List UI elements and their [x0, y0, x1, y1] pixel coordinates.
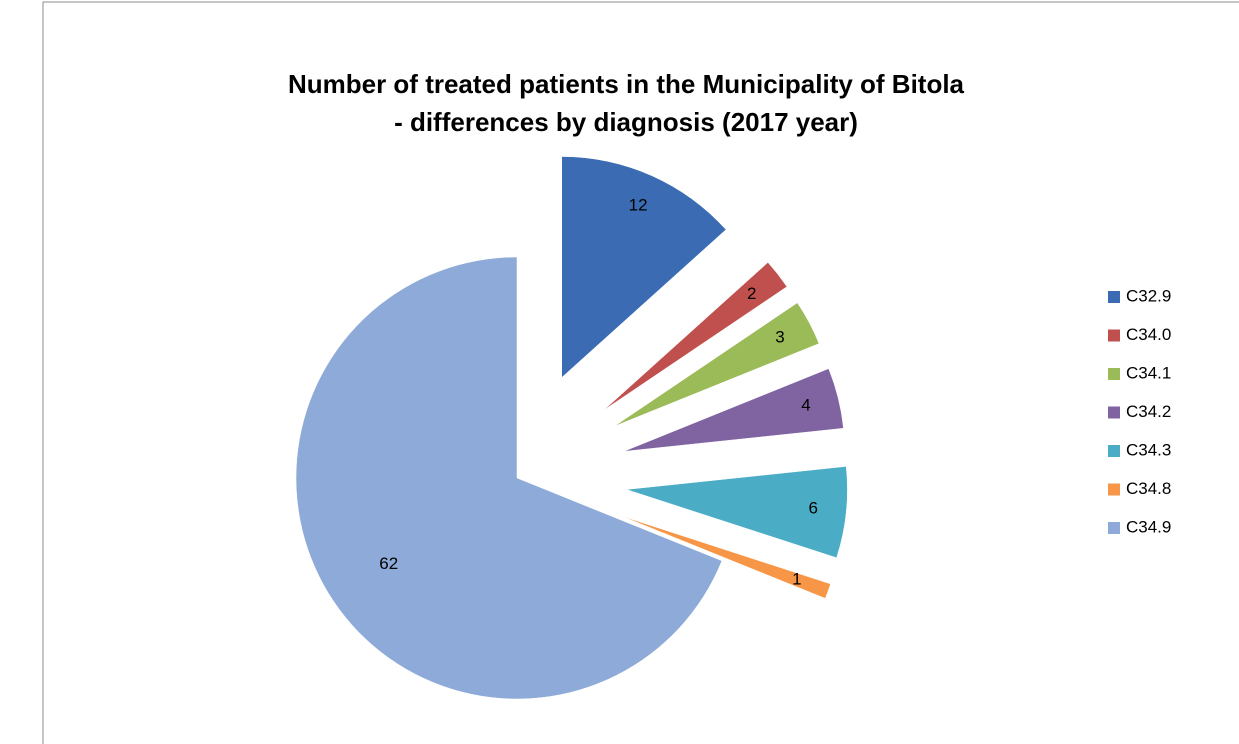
data-label: 2 — [747, 284, 756, 303]
pie-slice — [623, 368, 844, 452]
legend-swatch — [1108, 368, 1120, 380]
legend-label: C34.3 — [1126, 440, 1171, 459]
chart-title: - differences by diagnosis (2017 year) — [394, 107, 858, 137]
data-label: 6 — [808, 499, 817, 518]
legend-swatch — [1108, 291, 1120, 303]
pie-slice — [620, 515, 831, 599]
pie-slice — [626, 466, 848, 559]
chart-title: Number of treated patients in the Munici… — [288, 69, 965, 99]
pie-slice — [613, 302, 820, 427]
data-label: 3 — [775, 328, 784, 347]
legend-label: C34.8 — [1126, 479, 1171, 498]
legend-swatch — [1108, 522, 1120, 534]
pie-slice — [295, 256, 723, 700]
legend-label: C32.9 — [1126, 286, 1171, 305]
data-label: 62 — [379, 554, 398, 573]
legend-label: C34.0 — [1126, 325, 1171, 344]
legend-swatch — [1108, 483, 1120, 496]
legend-label: C34.1 — [1126, 363, 1171, 382]
legend-swatch — [1108, 445, 1120, 457]
data-label: 1 — [792, 569, 801, 588]
legend-swatch — [1108, 406, 1120, 419]
data-label: 12 — [629, 195, 648, 214]
pie-slice — [603, 262, 788, 411]
legend-label: C34.9 — [1126, 517, 1171, 536]
data-label: 4 — [801, 395, 810, 414]
legend-label: C34.2 — [1126, 402, 1171, 421]
pie-slice — [561, 156, 727, 379]
legend-swatch — [1108, 329, 1120, 342]
